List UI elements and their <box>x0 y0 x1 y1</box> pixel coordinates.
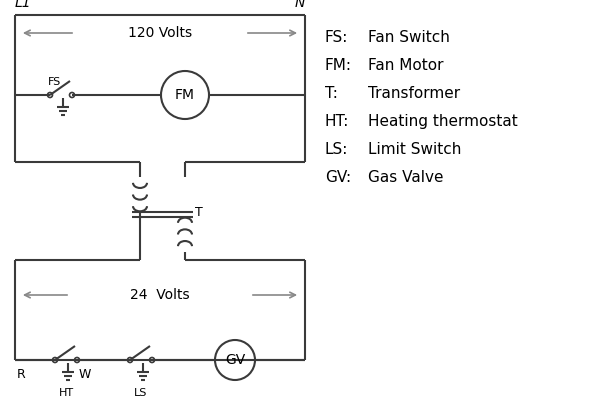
Text: R: R <box>17 368 26 381</box>
Text: Transformer: Transformer <box>368 86 460 101</box>
Text: GV:: GV: <box>325 170 351 185</box>
Text: LS: LS <box>135 388 148 398</box>
Text: HT:: HT: <box>325 114 349 129</box>
Text: Fan Motor: Fan Motor <box>368 58 444 73</box>
Text: L1: L1 <box>15 0 32 10</box>
Text: GV: GV <box>225 353 245 367</box>
Text: T: T <box>195 206 203 218</box>
Text: FS:: FS: <box>325 30 348 45</box>
Text: FM:: FM: <box>325 58 352 73</box>
Text: 24  Volts: 24 Volts <box>130 288 190 302</box>
Text: Gas Valve: Gas Valve <box>368 170 444 185</box>
Text: Limit Switch: Limit Switch <box>368 142 461 157</box>
Text: T:: T: <box>325 86 338 101</box>
Text: FS: FS <box>48 77 61 87</box>
Text: N: N <box>294 0 305 10</box>
Text: W: W <box>79 368 91 381</box>
Text: 120 Volts: 120 Volts <box>128 26 192 40</box>
Text: HT: HT <box>58 388 74 398</box>
Text: FM: FM <box>175 88 195 102</box>
Text: LS:: LS: <box>325 142 348 157</box>
Text: Fan Switch: Fan Switch <box>368 30 450 45</box>
Text: Heating thermostat: Heating thermostat <box>368 114 518 129</box>
